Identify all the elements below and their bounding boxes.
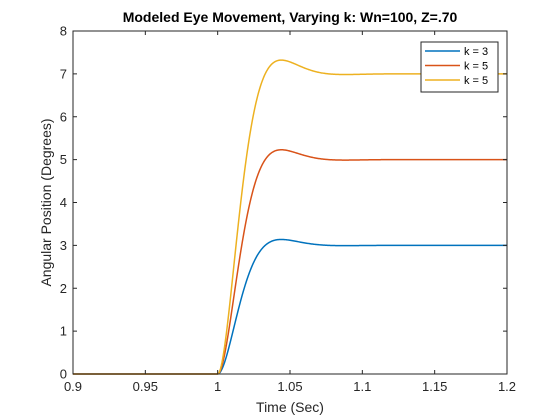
y-tick-label: 7 [60, 66, 67, 81]
x-tick-label: 1 [214, 379, 221, 394]
y-tick-label: 8 [60, 24, 67, 39]
legend-label-1: k = 3 [464, 46, 488, 58]
y-tick-label: 1 [60, 324, 67, 339]
legend-label-3: k = 5 [464, 75, 488, 87]
y-tick-label: 3 [60, 238, 67, 253]
legend-label-2: k = 5 [464, 61, 488, 73]
x-tick-label: 1.15 [422, 379, 447, 394]
x-tick-label: 0.9 [64, 379, 82, 394]
x-tick-label: 0.95 [133, 379, 158, 394]
y-tick-label: 6 [60, 109, 67, 124]
y-tick-label: 5 [60, 152, 67, 167]
x-tick-label: 1.2 [498, 379, 516, 394]
chart-title: Modeled Eye Movement, Varying k: Wn=100,… [123, 9, 458, 25]
x-tick-label: 1.05 [277, 379, 302, 394]
y-tick-label: 2 [60, 281, 67, 296]
x-tick-label: 1.1 [353, 379, 371, 394]
y-tick-label: 0 [60, 367, 67, 382]
y-tick-label: 4 [60, 195, 67, 210]
y-axis-label: Angular Position (Degrees) [38, 118, 54, 286]
ticks-layer: 0.9 0.95 1 1.05 1.1 1.15 1.2 0 1 2 3 4 5 6 7 8 [60, 24, 516, 395]
legend: k = 3 k = 5 k = 5 [420, 41, 499, 93]
x-axis-label: Time (Sec) [256, 399, 324, 415]
